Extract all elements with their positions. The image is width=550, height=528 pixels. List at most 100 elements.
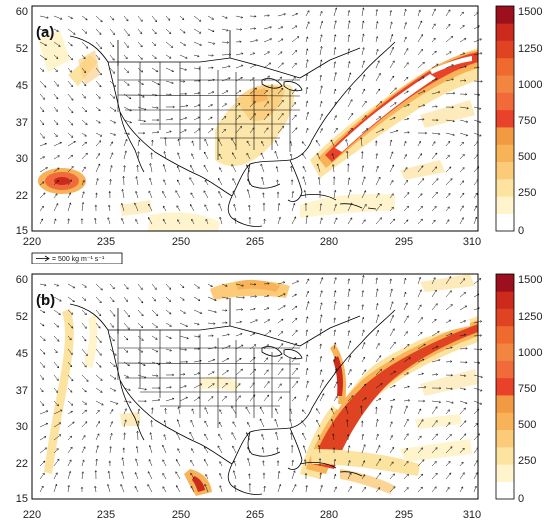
wind-vector-head — [240, 16, 244, 19]
y-axis-a: 60 52 45 37 30 22 15 — [16, 6, 28, 237]
wind-vector-head — [375, 35, 379, 39]
wind-vector — [81, 309, 87, 315]
wind-vector — [347, 304, 350, 311]
wind-vector-head — [306, 380, 309, 383]
wind-vector — [207, 283, 213, 287]
wind-vector-head — [185, 104, 189, 108]
wind-vector — [319, 328, 322, 337]
wind-vector-head — [347, 177, 351, 180]
wind-vector-head — [81, 471, 85, 474]
wind-vector — [81, 191, 85, 199]
wind-vector — [67, 166, 74, 173]
wind-vector — [190, 165, 195, 173]
wind-vector-head — [306, 59, 309, 62]
wind-vector — [290, 141, 293, 147]
wind-vector — [151, 296, 156, 302]
wind-vector — [177, 179, 181, 186]
wind-vector — [148, 459, 153, 467]
wind-vector-head — [335, 127, 338, 131]
wind-vector-head — [423, 399, 426, 403]
wind-vector — [247, 458, 251, 467]
wind-vector — [249, 28, 256, 30]
wind-vector — [431, 289, 437, 298]
wind-vector — [375, 330, 379, 337]
wind-vector — [193, 296, 201, 301]
wind-vector — [347, 340, 351, 350]
wind-vector-head — [150, 152, 153, 155]
wind-vector — [123, 150, 127, 160]
wind-vector — [389, 60, 395, 69]
wind-vector-head — [448, 276, 452, 279]
wind-vector — [151, 67, 158, 73]
wind-vector-head — [191, 448, 194, 451]
wind-vector — [162, 473, 167, 480]
wind-vector — [179, 309, 186, 314]
wind-vector — [361, 275, 364, 285]
wind-vector — [431, 447, 438, 454]
wind-vector-head — [137, 151, 140, 154]
wind-vector-head — [448, 23, 451, 27]
wind-vector — [207, 128, 214, 134]
wind-vector — [177, 419, 181, 428]
wind-vector — [179, 373, 186, 376]
wind-vector — [333, 217, 338, 225]
colorbar-segment — [496, 395, 514, 413]
wind-vector-head — [406, 76, 409, 80]
wind-vector-head — [225, 16, 228, 19]
reference-vector: = 500 kg m⁻¹ s⁻¹ — [31, 252, 123, 264]
wind-vector-head — [69, 70, 72, 73]
y-tick: 52 — [16, 43, 28, 55]
wind-vector-head — [333, 290, 337, 293]
wind-vector — [249, 127, 255, 134]
wind-vector — [263, 38, 272, 43]
wind-vector-head — [124, 419, 127, 422]
wind-vector — [291, 318, 298, 324]
wind-vector — [177, 219, 181, 225]
wind-vector-head — [290, 444, 294, 447]
wind-vector-head — [379, 203, 382, 207]
x-tick: 235 — [97, 509, 115, 521]
wind-vector-head — [380, 383, 383, 386]
wind-vector-head — [480, 375, 484, 379]
wind-vector — [316, 153, 321, 160]
wind-vector-head — [462, 167, 465, 170]
wind-vector — [235, 395, 241, 402]
wind-vector — [347, 34, 350, 43]
wind-vector-head — [319, 59, 323, 62]
wind-vector — [319, 74, 322, 82]
wind-vector-head — [332, 433, 335, 436]
wind-vector-head — [218, 153, 221, 156]
wind-vector-head — [392, 398, 396, 402]
wind-vector — [67, 41, 73, 47]
wind-vector-head — [334, 486, 337, 489]
wind-vector-head — [156, 106, 159, 109]
wind-vector — [137, 54, 143, 60]
wind-vector — [277, 179, 279, 186]
wind-vector — [417, 304, 422, 311]
wind-vector-head — [316, 152, 319, 156]
wind-vector — [123, 119, 132, 123]
wind-vector — [207, 322, 216, 325]
wind-vector-head — [452, 119, 456, 123]
wind-vector-head — [226, 297, 229, 300]
wind-vector — [176, 485, 181, 493]
wind-vector — [221, 283, 228, 287]
wind-vector-head — [72, 421, 75, 424]
wind-vector — [95, 163, 100, 173]
wind-vector-head — [281, 62, 284, 65]
wind-vector-head — [305, 484, 308, 488]
wind-vector — [459, 486, 464, 493]
wind-vector — [39, 80, 47, 88]
colorbar-tick: 0 — [518, 225, 524, 237]
wind-vector-head — [406, 219, 409, 222]
wind-vector — [431, 50, 437, 56]
wind-vector-head — [406, 90, 409, 93]
wind-vector — [107, 484, 111, 493]
wind-vector-head — [450, 373, 454, 377]
wind-vector — [389, 301, 394, 311]
wind-vector — [263, 90, 268, 95]
wind-vector-head — [294, 62, 297, 66]
wind-vector — [136, 176, 139, 186]
wind-vector-head — [246, 164, 249, 167]
wind-vector — [277, 396, 282, 402]
